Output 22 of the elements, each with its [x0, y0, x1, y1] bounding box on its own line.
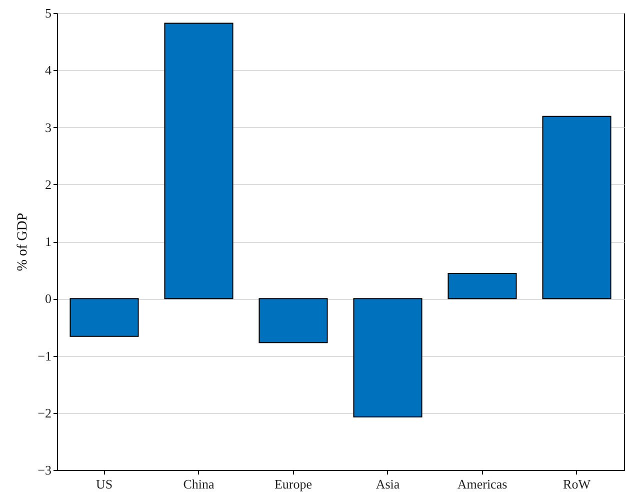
x-tick-label: China: [183, 476, 214, 492]
bar: [353, 298, 422, 418]
y-tick-label: −3: [38, 462, 52, 478]
x-tick-label: RoW: [563, 476, 592, 492]
x-tick-label: Europe: [274, 476, 312, 492]
y-tick-label: −1: [38, 348, 52, 364]
bar: [542, 116, 612, 300]
bar: [448, 272, 517, 300]
x-tick-label: Americas: [457, 476, 508, 492]
y-tick-label: 1: [45, 234, 52, 249]
y-tick-label: −2: [38, 405, 52, 420]
y-tick-label: 0: [45, 291, 52, 306]
y-tick-label: 2: [45, 176, 52, 192]
y-tick-label: 5: [45, 6, 52, 20]
x-tick-label: US: [96, 476, 113, 492]
y-tick-label: 4: [45, 62, 52, 78]
x-tick-label: Asia: [376, 476, 400, 492]
y-tick-label: 3: [45, 120, 52, 135]
bar: [164, 22, 234, 300]
bar: [70, 298, 139, 337]
y-axis-title: % of GDP: [16, 212, 31, 272]
bar: [258, 298, 328, 344]
